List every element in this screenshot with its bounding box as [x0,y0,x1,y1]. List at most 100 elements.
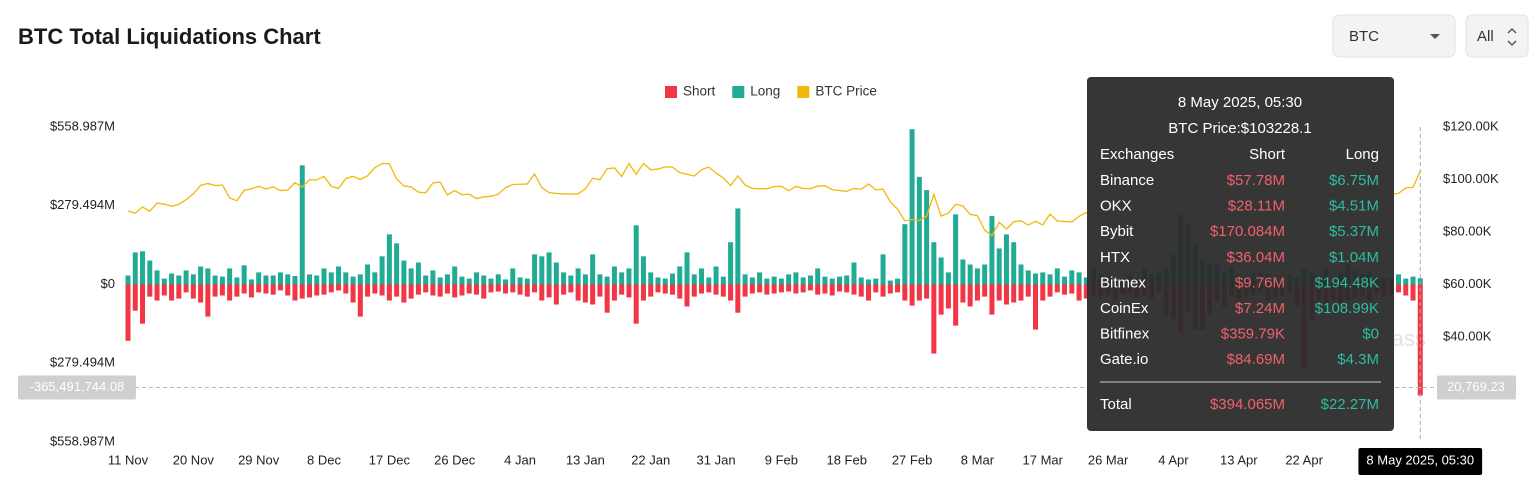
bar [895,284,901,293]
bar [1403,278,1409,285]
bar [778,284,784,293]
tooltip-title: 8 May 2025, 05:30 [1178,94,1302,111]
bar [960,259,966,285]
bar [517,277,523,285]
bar [183,284,189,293]
bar [735,208,741,285]
legend-label: Short [683,84,716,99]
bar [728,242,734,285]
bar [147,284,153,297]
bar [386,234,392,285]
bar [866,284,872,301]
bar [829,278,835,285]
tooltip-header: Short [1249,146,1286,163]
bar [248,284,254,298]
bar [677,266,683,285]
x-tick-label: 18 Feb [826,452,866,467]
bar [640,256,646,285]
bar [401,260,407,285]
tooltip-short: $36.04M [1227,249,1285,266]
bar [198,266,204,285]
bar [561,272,567,285]
bar [858,277,864,285]
tooltip-short: $57.78M [1227,172,1285,189]
bar [728,284,734,301]
bar [350,284,356,303]
select-label[interactable]: All [1477,28,1494,45]
tooltip-short: $28.11M [1228,198,1285,215]
select-caret[interactable] [1507,27,1517,47]
bar [314,275,320,285]
bar [590,284,596,305]
tooltip-long: $4.51M [1329,198,1379,215]
bar [219,276,225,285]
bar [619,272,625,285]
select-box[interactable] [1332,14,1456,58]
bar [945,272,951,285]
bar [757,272,763,285]
bar [524,278,530,285]
tooltip-box [1087,77,1394,431]
bar [989,216,995,285]
bar [140,284,146,324]
bar [597,284,603,297]
x-tick-label: 26 Dec [434,452,476,467]
select-caret[interactable] [1430,34,1440,39]
bar [532,284,538,293]
bar [394,284,400,297]
bar [517,284,523,295]
tooltip-long: $108.99K [1315,300,1379,317]
bar [582,274,588,285]
bar [314,284,320,296]
x-crosshair-label: 8 May 2025, 05:30 [1366,452,1474,467]
bar [219,284,225,296]
bar [546,284,552,298]
y-tick-label: $0 [101,276,115,291]
x-tick-label: 29 Nov [238,452,280,467]
tooltip-long: $194.48K [1315,274,1379,291]
y-tick-label: $279.494M [50,355,115,370]
bar [815,268,821,285]
x-tick-label: 26 Mar [1088,452,1129,467]
tooltip-header: Long [1346,146,1379,163]
bar [1018,284,1024,301]
bar [807,284,813,291]
range-select[interactable]: All [1465,14,1529,58]
bar [793,272,799,285]
bar [604,276,610,285]
select-label[interactable]: BTC [1349,28,1379,45]
bar [270,275,276,285]
bar [205,284,211,317]
x-tick-label: 20 Nov [173,452,215,467]
bar [285,274,291,285]
bar [343,272,349,285]
bar [132,252,138,285]
bar [1011,284,1017,303]
bar [299,165,305,285]
bar [829,284,835,296]
bar [154,270,160,285]
bar [822,276,828,285]
y-tick-label: $558.987M [50,118,115,133]
bar [720,276,726,285]
bar [880,254,886,285]
bar [1410,276,1416,285]
bar [764,278,770,285]
tooltip-short: $359.79K [1221,326,1285,343]
bar [415,262,421,285]
bar [357,274,363,285]
bar [677,284,683,299]
coin-select[interactable]: BTC [1332,14,1456,58]
bar [176,275,182,285]
bar [1076,284,1082,301]
bar [1396,274,1401,285]
bar [183,270,189,285]
select-box[interactable] [1465,14,1529,58]
bar [648,284,654,297]
bar [241,265,247,285]
bar [960,284,966,303]
bar [212,284,218,297]
bar [430,284,436,296]
bar [655,277,661,285]
